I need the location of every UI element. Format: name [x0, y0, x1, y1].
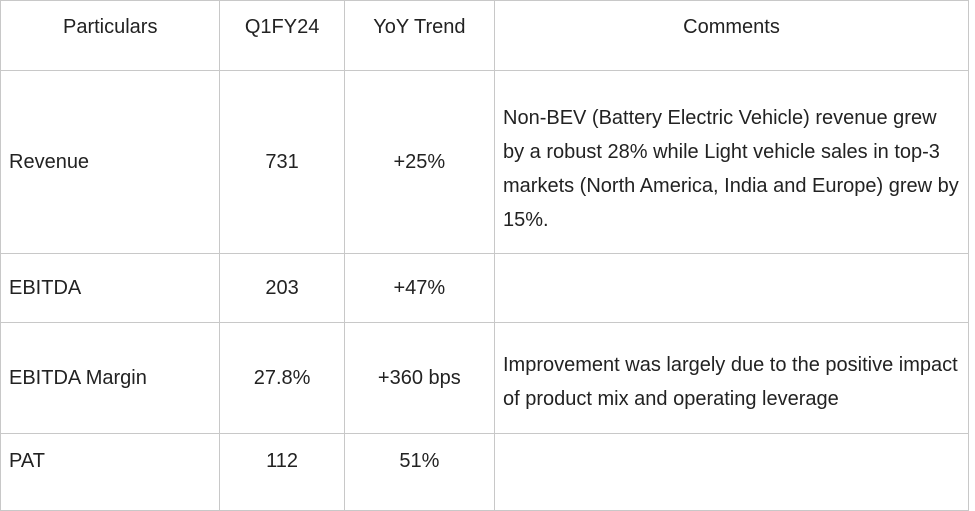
header-q1fy24: Q1FY24	[219, 0, 345, 71]
table-row: EBITDA Margin 27.8% +360 bps Improvement…	[0, 322, 969, 434]
table-body: Revenue 731 +25% Non-BEV (Battery Electr…	[0, 70, 969, 511]
table-row: PAT 112 51%	[0, 433, 969, 511]
cell-q1fy24: 112	[219, 433, 345, 511]
header-particulars: Particulars	[0, 0, 221, 71]
cell-particular: PAT	[0, 433, 221, 511]
cell-particular: EBITDA Margin	[0, 322, 221, 434]
cell-q1fy24: 203	[219, 253, 345, 323]
cell-comment: Improvement was largely due to the posit…	[494, 322, 969, 434]
header-yoy-trend: YoY Trend	[343, 0, 496, 71]
cell-yoy-trend: +25%	[343, 70, 496, 254]
cell-q1fy24: 27.8%	[219, 322, 345, 434]
cell-comment	[494, 433, 969, 511]
header-comments: Comments	[494, 0, 969, 71]
cell-particular: EBITDA	[0, 253, 221, 323]
cell-yoy-trend: 51%	[343, 433, 496, 511]
table-row: Revenue 731 +25% Non-BEV (Battery Electr…	[0, 70, 969, 254]
cell-particular: Revenue	[0, 70, 221, 254]
table-row: EBITDA 203 +47%	[0, 253, 969, 323]
cell-comment: Non-BEV (Battery Electric Vehicle) reven…	[494, 70, 969, 254]
cell-comment	[494, 253, 969, 323]
cell-q1fy24: 731	[219, 70, 345, 254]
table-header: Particulars Q1FY24 YoY Trend Comments	[0, 0, 969, 71]
cell-yoy-trend: +360 bps	[343, 322, 496, 434]
cell-yoy-trend: +47%	[343, 253, 496, 323]
header-row: Particulars Q1FY24 YoY Trend Comments	[0, 0, 969, 71]
